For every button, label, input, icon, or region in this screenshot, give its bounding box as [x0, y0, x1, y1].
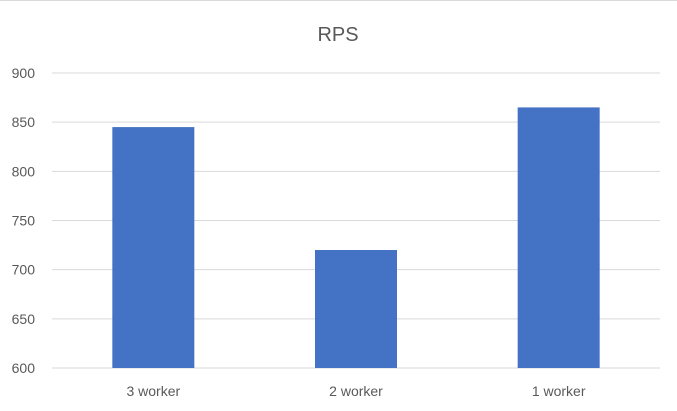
- x-tick-label-0: 3 worker: [126, 383, 180, 399]
- bar-2-worker: [315, 250, 397, 368]
- y-tick-label-5: 850: [12, 114, 36, 130]
- y-tick-label-2: 700: [12, 262, 36, 278]
- chart-title: RPS: [317, 24, 358, 46]
- y-tick-label-1: 650: [12, 311, 36, 327]
- x-tick-label-2: 1 worker: [532, 383, 586, 399]
- y-axis: 600 650 700 750 800 850 900: [12, 65, 36, 376]
- y-tick-label-0: 600: [12, 360, 36, 376]
- bar-3-worker: [112, 127, 195, 368]
- bars: [112, 107, 600, 369]
- x-tick-label-1: 2 worker: [329, 383, 383, 399]
- bar-1-worker: [517, 107, 600, 369]
- y-tick-label-3: 750: [12, 213, 36, 229]
- x-axis: 3 worker 2 worker 1 worker: [126, 383, 585, 399]
- y-tick-label-4: 800: [12, 163, 36, 179]
- y-tick-label-6: 900: [12, 65, 36, 81]
